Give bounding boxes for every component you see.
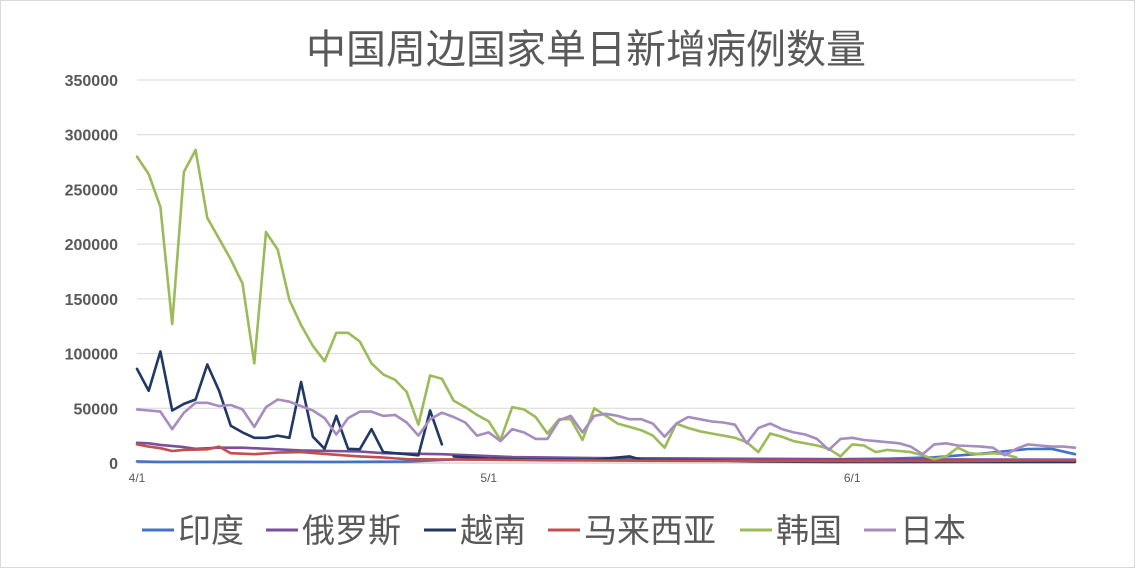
legend-label: 俄罗斯	[302, 511, 401, 550]
legend-label: 韩国	[776, 511, 842, 550]
legend-label: 越南	[460, 511, 526, 550]
gridlines	[137, 79, 1075, 464]
x-tick-label: 6/1	[844, 471, 861, 485]
y-axis-ticks: 0 50000 100000 150000 200000 250000 300000 3500…	[65, 73, 118, 473]
y-tick-label: 100000	[65, 347, 118, 364]
y-tick-label: 300000	[65, 128, 118, 145]
y-tick-label: 150000	[65, 292, 118, 309]
x-tick-label: 4/1	[129, 471, 146, 485]
series-line	[135, 148, 1018, 461]
y-tick-label: 350000	[65, 73, 118, 90]
series-line	[135, 443, 1077, 463]
series-line	[135, 398, 1077, 457]
legend: 印度 俄罗斯 越南 马来西亚 韩国 日本	[142, 511, 966, 550]
y-tick-label: 0	[109, 456, 118, 473]
y-tick-label: 50000	[74, 401, 119, 418]
series-lines	[135, 148, 1077, 464]
legend-label: 日本	[900, 511, 966, 550]
y-tick-label: 200000	[65, 237, 118, 254]
chart-title: 中国周边国家单日新增病例数量	[306, 27, 866, 73]
legend-label: 印度	[178, 511, 244, 550]
y-tick-label: 250000	[65, 182, 118, 199]
x-tick-label: 5/1	[480, 471, 497, 485]
x-axis-ticks: 4/1 5/1 6/1	[129, 471, 861, 485]
legend-label: 马来西亚	[584, 511, 716, 550]
series-line	[135, 350, 444, 457]
